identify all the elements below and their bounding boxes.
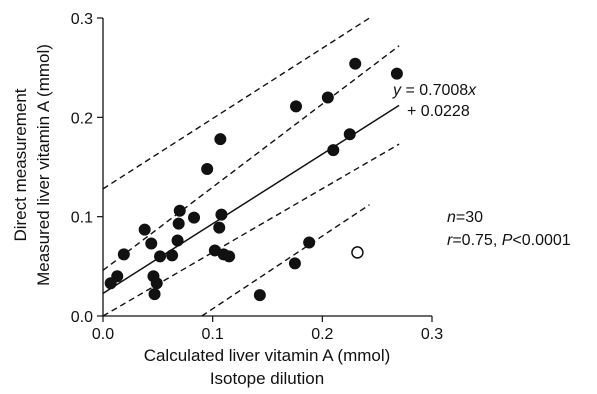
y-axis-title-line2: Measured liver vitamin A (mmol) bbox=[34, 44, 53, 286]
data-point bbox=[171, 234, 184, 247]
n-value: =30 bbox=[456, 209, 483, 226]
equation-y-symbol: y bbox=[392, 82, 402, 99]
y-axis-title-line1: Direct measurement bbox=[11, 88, 30, 241]
n-symbol: n bbox=[447, 209, 456, 226]
open-data-point bbox=[351, 246, 364, 259]
equation-slope: = 0.7008 bbox=[401, 82, 468, 99]
x-tick-label: 0.3 bbox=[421, 326, 443, 343]
confidence-band-lower bbox=[102, 143, 400, 317]
data-point bbox=[327, 144, 340, 157]
y-tick-label: 0.2 bbox=[71, 110, 93, 127]
stats-label: r=0.75, P<0.0001 bbox=[447, 232, 571, 249]
data-point bbox=[111, 270, 124, 283]
r-value: =0.75, bbox=[452, 232, 501, 249]
equation-x-symbol: x bbox=[467, 82, 477, 99]
data-point bbox=[290, 100, 303, 113]
confidence-band-upper bbox=[102, 45, 400, 271]
x-tick-label: 0.2 bbox=[311, 326, 333, 343]
y-tick-label: 0.1 bbox=[71, 210, 93, 227]
prediction-band-upper bbox=[102, 17, 370, 190]
n-label: n=30 bbox=[447, 209, 483, 226]
data-point bbox=[154, 250, 167, 263]
data-point bbox=[188, 211, 201, 224]
prediction-band-lower bbox=[201, 204, 370, 317]
data-point bbox=[288, 257, 301, 270]
data-point bbox=[223, 250, 236, 263]
plot-layer: 0.0 0.1 0.2 0.3 0.0 0.1 0.2 0.3 bbox=[71, 11, 443, 343]
data-point bbox=[253, 289, 266, 302]
data-point bbox=[321, 91, 334, 104]
data-point bbox=[343, 128, 356, 141]
data-point bbox=[148, 288, 161, 301]
x-axis-title-line1: Calculated liver vitamin A (mmol) bbox=[144, 346, 391, 365]
data-point bbox=[173, 204, 186, 217]
equation-line2: + 0.0228 bbox=[407, 103, 470, 120]
data-point bbox=[349, 57, 362, 70]
x-tick-label: 0.1 bbox=[202, 326, 224, 343]
y-tick-label: 0.3 bbox=[71, 11, 93, 28]
p-value: <0.0001 bbox=[512, 232, 570, 249]
data-point bbox=[150, 277, 163, 290]
data-point bbox=[215, 208, 228, 221]
p-symbol: P bbox=[502, 232, 513, 249]
data-point bbox=[390, 67, 403, 80]
data-point bbox=[214, 133, 227, 146]
data-point bbox=[172, 217, 185, 230]
data-point bbox=[303, 236, 316, 249]
y-tick-label: 0.0 bbox=[71, 309, 93, 326]
data-point bbox=[138, 223, 151, 236]
data-point bbox=[117, 248, 130, 261]
data-point bbox=[145, 237, 158, 250]
x-tick-label: 0.0 bbox=[92, 326, 114, 343]
data-point bbox=[213, 221, 226, 234]
data-point bbox=[201, 162, 214, 175]
x-axis-title-line2: Isotope dilution bbox=[210, 369, 324, 388]
data-point bbox=[166, 249, 179, 262]
equation-line1: y = 0.7008x bbox=[392, 82, 477, 99]
r-symbol: r bbox=[447, 232, 453, 249]
